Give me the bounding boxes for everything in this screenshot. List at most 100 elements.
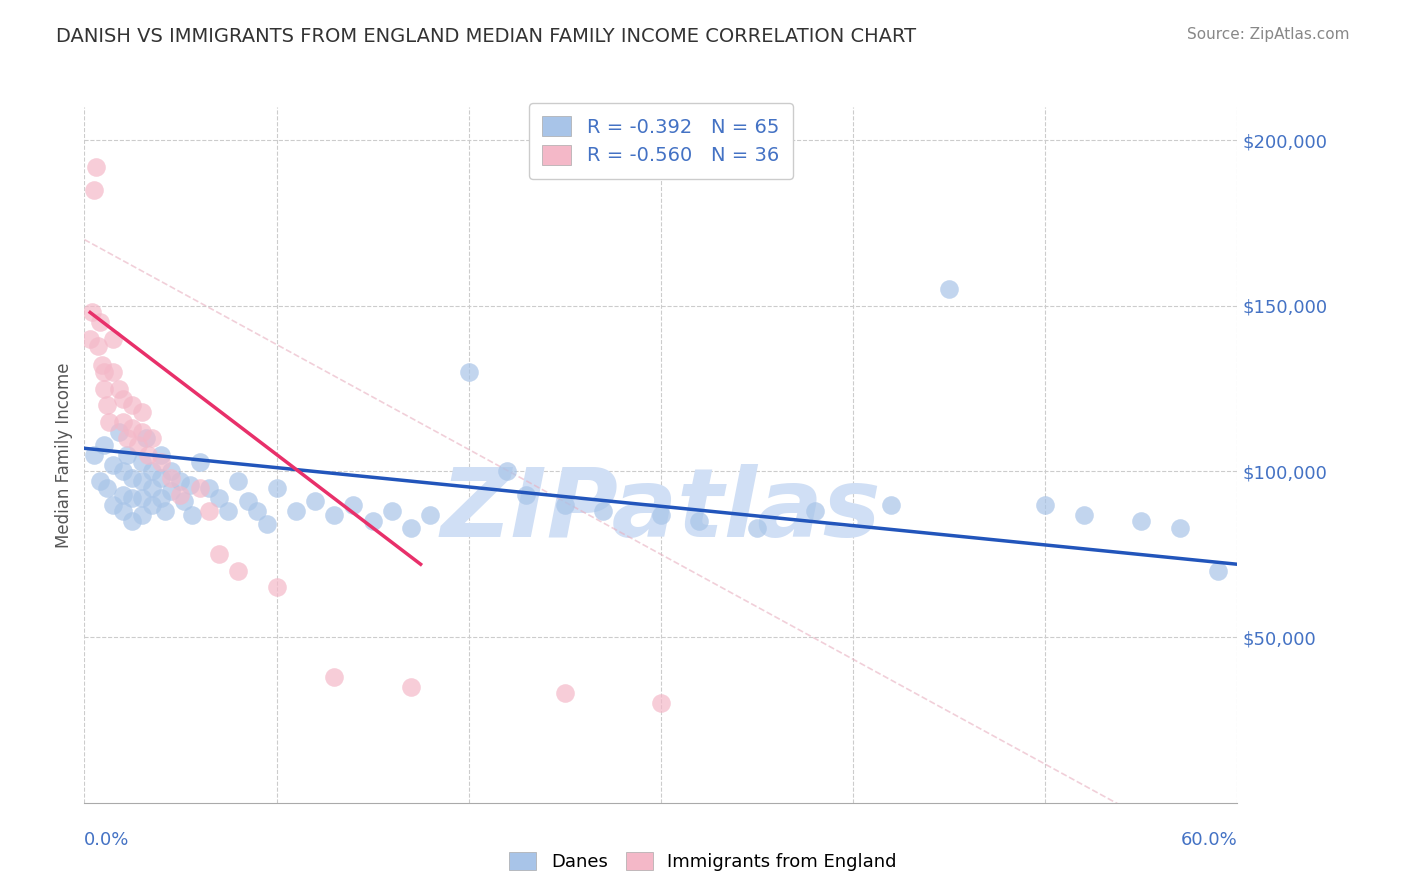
Point [181, 508, 204, 522]
Point [83, 448, 105, 462]
Point [150, 454, 173, 468]
Point [284, 504, 307, 518]
Text: 60.0%: 60.0% [1181, 830, 1237, 848]
Point [218, 504, 240, 518]
Point [304, 494, 326, 508]
Point [226, 564, 249, 578]
Text: DANISH VS IMMIGRANTS FROM ENGLAND MEDIAN FAMILY INCOME CORRELATION CHART: DANISH VS IMMIGRANTS FROM ENGLAND MEDIAN… [56, 27, 917, 45]
Point [121, 421, 143, 435]
Point [342, 498, 364, 512]
Point [226, 475, 249, 489]
Point [381, 504, 404, 518]
Point [153, 504, 176, 518]
Point [141, 465, 163, 479]
Point [650, 697, 672, 711]
Point [169, 475, 191, 489]
Point [1168, 521, 1191, 535]
Point [141, 481, 163, 495]
Point [266, 481, 288, 495]
Point [173, 494, 195, 508]
Point [111, 392, 134, 406]
Point [111, 415, 134, 429]
Point [169, 488, 191, 502]
Point [131, 425, 153, 439]
Point [457, 365, 479, 379]
Point [115, 448, 138, 462]
Point [108, 382, 131, 396]
Y-axis label: Median Family Income: Median Family Income [55, 362, 73, 548]
Point [83, 183, 105, 197]
Point [121, 514, 143, 528]
Point [688, 514, 710, 528]
Point [361, 514, 384, 528]
Point [136, 448, 159, 462]
Point [266, 581, 288, 595]
Point [90, 359, 112, 373]
Point [89, 475, 111, 489]
Point [131, 405, 153, 419]
Point [179, 477, 201, 491]
Point [135, 431, 157, 445]
Text: ZIPatlas: ZIPatlas [440, 464, 882, 558]
Point [127, 438, 149, 452]
Point [419, 508, 441, 522]
Point [79, 332, 101, 346]
Point [93, 438, 115, 452]
Point [111, 465, 134, 479]
Point [131, 454, 153, 468]
Point [121, 491, 143, 505]
Point [399, 680, 422, 694]
Point [93, 365, 115, 379]
Point [803, 504, 825, 518]
Point [496, 465, 519, 479]
Point [141, 498, 163, 512]
Point [208, 547, 231, 561]
Point [103, 458, 124, 472]
Point [96, 481, 118, 495]
Point [80, 305, 103, 319]
Point [89, 315, 111, 329]
Point [554, 686, 576, 700]
Point [160, 471, 183, 485]
Point [150, 471, 173, 485]
Point [198, 504, 221, 518]
Text: Source: ZipAtlas.com: Source: ZipAtlas.com [1187, 27, 1350, 42]
Point [131, 475, 153, 489]
Text: 0.0%: 0.0% [84, 830, 129, 848]
Point [93, 382, 115, 396]
Point [188, 481, 211, 495]
Point [141, 431, 163, 445]
Point [256, 517, 278, 532]
Point [188, 454, 211, 468]
Point [592, 504, 614, 518]
Point [103, 365, 124, 379]
Legend: R = -0.392   N = 65, R = -0.560   N = 36: R = -0.392 N = 65, R = -0.560 N = 36 [529, 103, 793, 179]
Point [1033, 498, 1056, 512]
Point [554, 498, 576, 512]
Point [115, 431, 138, 445]
Point [650, 508, 672, 522]
Point [1206, 564, 1229, 578]
Point [121, 398, 143, 412]
Point [87, 338, 110, 352]
Point [150, 491, 173, 505]
Point [103, 332, 124, 346]
Point [150, 448, 173, 462]
Point [131, 508, 153, 522]
Point [96, 398, 118, 412]
Point [208, 491, 231, 505]
Point [160, 484, 183, 499]
Point [880, 498, 903, 512]
Point [198, 481, 221, 495]
Point [515, 488, 537, 502]
Legend: Danes, Immigrants from England: Danes, Immigrants from England [502, 845, 904, 879]
Point [323, 670, 346, 684]
Point [246, 504, 269, 518]
Point [160, 465, 183, 479]
Point [84, 160, 107, 174]
Point [108, 425, 131, 439]
Point [1130, 514, 1153, 528]
Point [236, 494, 259, 508]
Point [1073, 508, 1095, 522]
Point [103, 498, 124, 512]
